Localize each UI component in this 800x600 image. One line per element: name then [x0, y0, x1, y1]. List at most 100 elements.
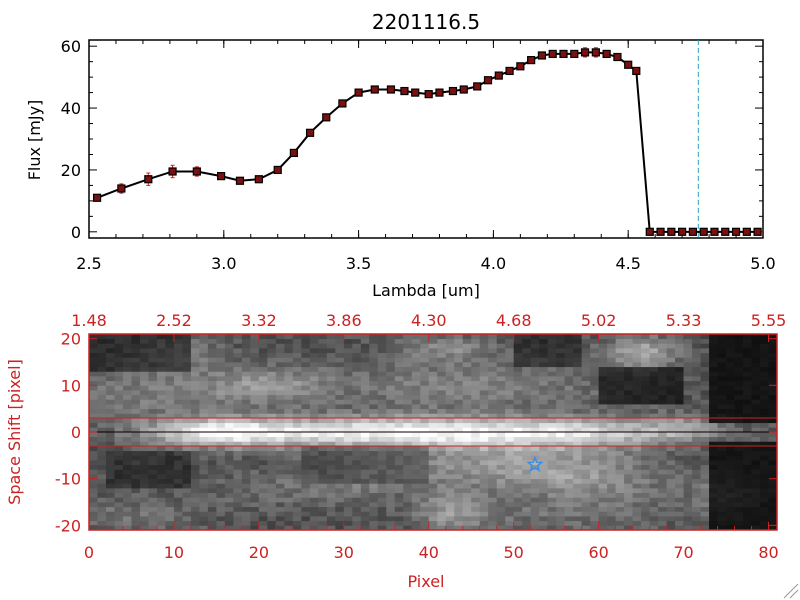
heatmap-cell: [700, 497, 710, 503]
heatmap-cell: [454, 338, 464, 344]
heatmap-cell: [182, 488, 192, 494]
heatmap-cell: [190, 525, 200, 531]
heatmap-cell: [471, 422, 481, 428]
heatmap-cell: [241, 404, 251, 410]
heatmap-cell: [530, 502, 540, 508]
heatmap-cell: [513, 483, 523, 489]
heatmap-cell: [675, 432, 684, 438]
heatmap-cell: [649, 418, 659, 424]
heatmap-cell: [360, 357, 370, 363]
heatmap-cell: [709, 446, 718, 452]
heatmap-cell: [471, 427, 481, 433]
heatmap-cell: [692, 334, 701, 340]
heatmap-cell: [343, 408, 353, 414]
heatmap-cell: [148, 366, 158, 372]
heatmap-cell: [496, 511, 506, 517]
heatmap-cell: [709, 408, 718, 414]
heatmap-cell: [428, 366, 438, 372]
heatmap-cell: [530, 422, 540, 428]
heatmap-cell: [369, 446, 379, 452]
x-tick-label: 3.5: [346, 254, 371, 273]
heatmap-cell: [683, 352, 693, 358]
heatmap-cell: [97, 357, 107, 363]
heatmap-cell: [428, 441, 438, 447]
heatmap-cell: [173, 516, 183, 522]
heatmap-cell: [743, 525, 752, 531]
heatmap-cell: [301, 427, 311, 433]
heatmap-cell: [632, 511, 642, 517]
heatmap-cell: [131, 352, 141, 358]
heatmap-cell: [479, 334, 489, 340]
heatmap-cell: [700, 455, 710, 461]
heatmap-cell: [173, 390, 183, 396]
heatmap-cell: [122, 520, 132, 526]
heatmap-cell: [590, 408, 600, 414]
heatmap-cell: [598, 511, 608, 517]
heatmap-cell: [318, 418, 328, 424]
heatmap-cell: [233, 394, 243, 400]
heatmap-cell: [403, 469, 413, 475]
x-tick-label: 5.0: [750, 254, 775, 273]
heatmap-cell: [386, 488, 396, 494]
heatmap-cell: [352, 455, 362, 461]
heatmap-cell: [454, 436, 464, 442]
heatmap-cell: [326, 404, 336, 410]
heatmap-cell: [241, 371, 251, 377]
heatmap-cell: [462, 488, 472, 494]
heatmap-cell: [420, 418, 430, 424]
heatmap-cell: [428, 478, 438, 484]
heatmap-cell: [717, 366, 727, 372]
heatmap-cell: [156, 460, 166, 466]
heatmap-cell: [675, 497, 684, 503]
heatmap-cell: [275, 371, 285, 377]
heatmap-cell: [709, 399, 718, 405]
resize-grip-icon[interactable]: [783, 583, 799, 599]
heatmap-cell: [624, 357, 633, 363]
heatmap-cell: [615, 502, 625, 508]
heatmap-cell: [632, 427, 642, 433]
heatmap-cell: [709, 502, 718, 508]
heatmap-cell: [267, 469, 277, 475]
heatmap-cell: [726, 497, 735, 503]
heatmap-cell: [607, 390, 617, 396]
heatmap-cell: [564, 464, 574, 470]
heatmap-cell: [496, 516, 506, 522]
heatmap-cell: [692, 362, 701, 368]
heatmap-cell: [590, 469, 600, 475]
heatmap-cell: [148, 460, 158, 466]
heatmap-cell: [284, 404, 294, 410]
heatmap-cell: [258, 394, 268, 400]
heatmap-cell: [573, 390, 583, 396]
heatmap-cell: [734, 390, 744, 396]
heatmap-cell: [590, 385, 600, 391]
heatmap-cell: [590, 338, 600, 344]
heatmap-cell: [471, 432, 481, 438]
heatmap-cell: [386, 418, 396, 424]
heatmap-cell: [675, 413, 684, 419]
heatmap-cell: [377, 334, 387, 340]
heatmap-cell: [454, 520, 464, 526]
heatmap-cell: [190, 497, 200, 503]
heatmap-cell: [284, 525, 294, 531]
heatmap-cell: [726, 516, 735, 522]
heatmap-cell: [573, 455, 583, 461]
heatmap-cell: [182, 450, 192, 456]
heatmap-cell: [692, 380, 701, 386]
heatmap-cell: [734, 460, 744, 466]
heatmap-cell: [148, 478, 158, 484]
heatmap-cell: [309, 352, 319, 358]
heatmap-cell: [615, 506, 625, 512]
heatmap-cell: [190, 376, 200, 382]
heatmap-cell: [343, 418, 353, 424]
heatmap-cell: [360, 385, 370, 391]
heatmap-cell: [394, 441, 404, 447]
heatmap-cell: [649, 385, 659, 391]
heatmap-cell: [233, 525, 243, 531]
heatmap-cell: [505, 394, 515, 400]
heatmap-cell: [615, 399, 625, 405]
heatmap-cell: [445, 469, 455, 475]
heatmap-cell: [547, 450, 557, 456]
heatmap-cell: [598, 502, 608, 508]
heatmap-cell: [522, 460, 532, 466]
heatmap-cell: [301, 380, 311, 386]
